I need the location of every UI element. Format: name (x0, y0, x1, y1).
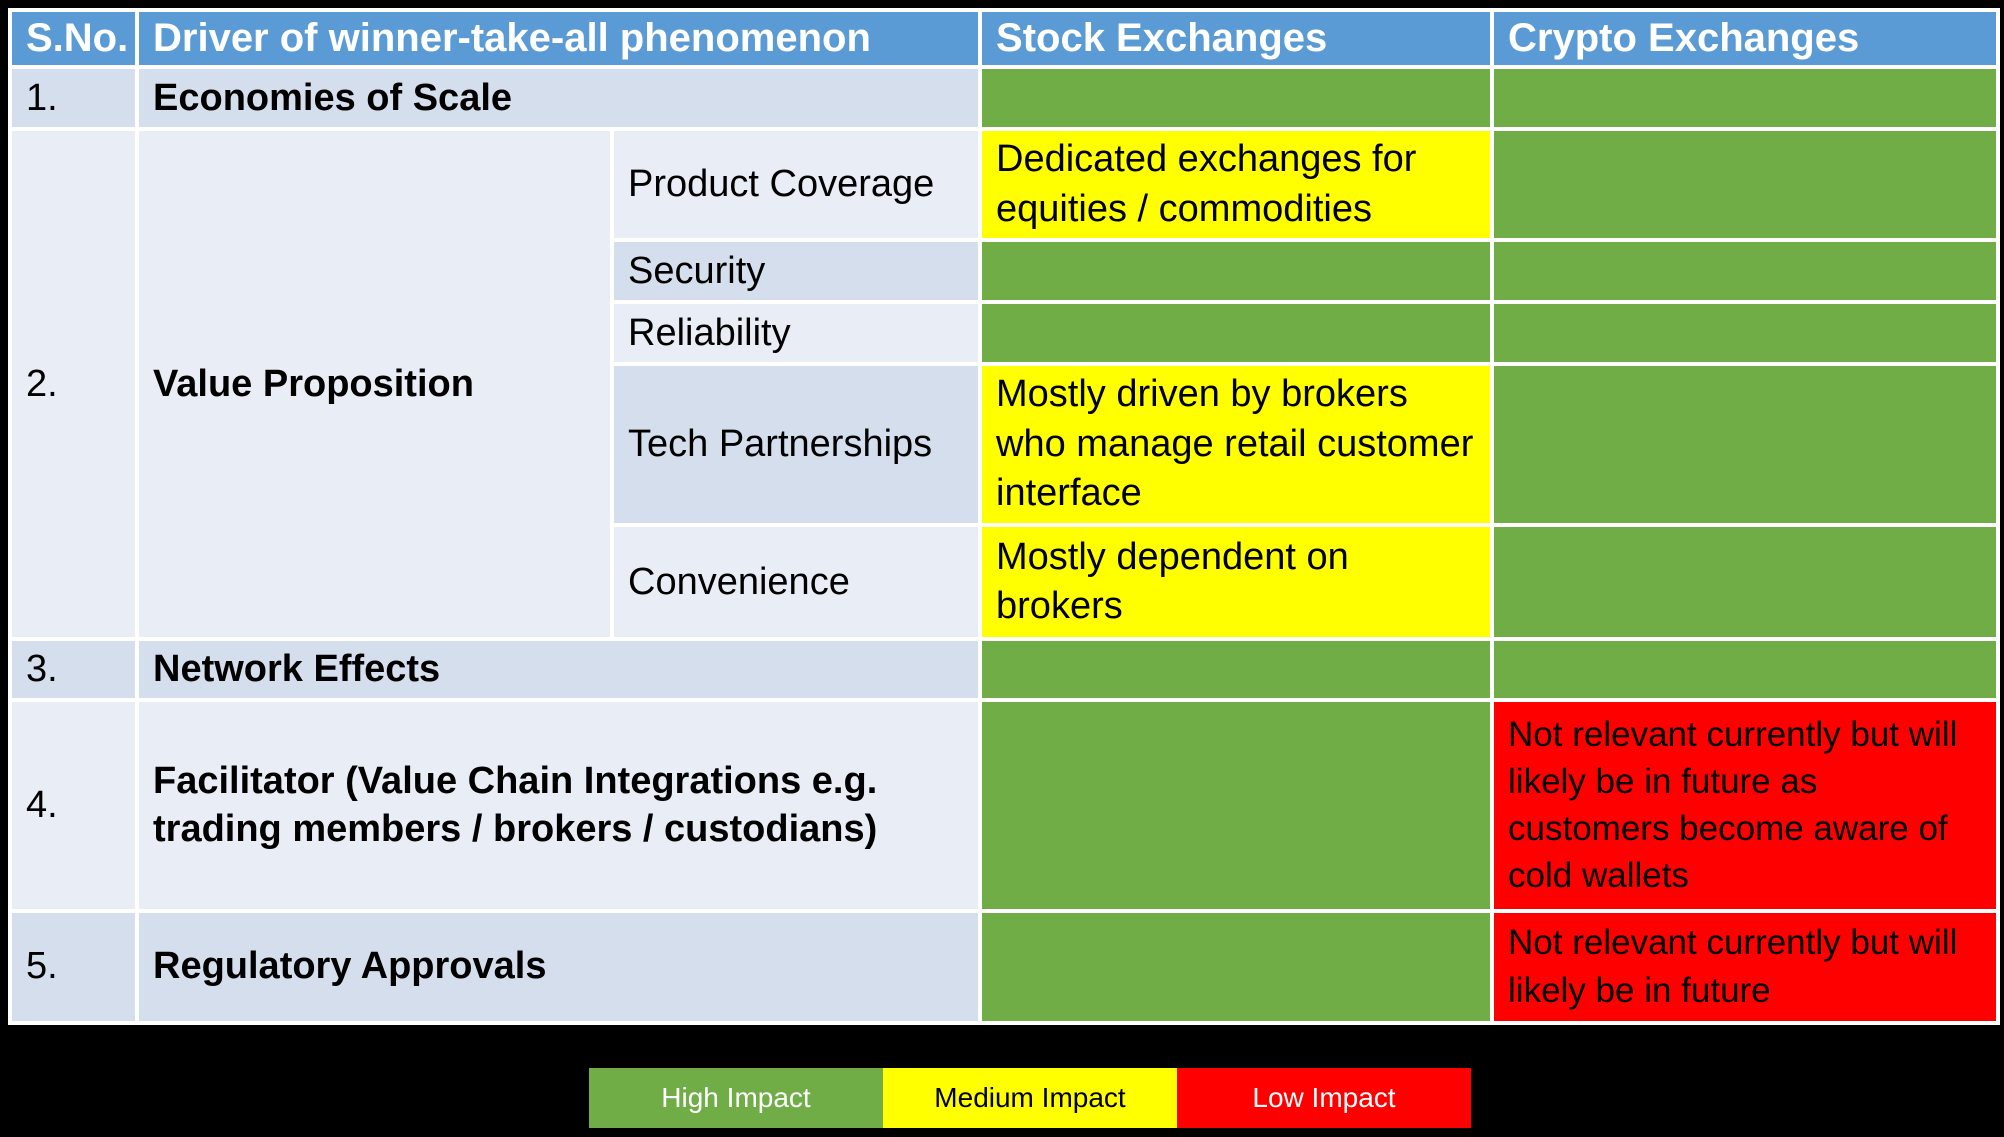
row-facilitator: 4. Facilitator (Value Chain Integrations… (8, 697, 2001, 913)
row-product-coverage: 2. Value Proposition Product Coverage De… (8, 127, 2001, 641)
cell-facilitator-crypto-note: Not relevant currently but will likely b… (1490, 697, 2001, 913)
sno-3: 3. (8, 637, 139, 702)
subdriver-reliability: Reliability (609, 300, 983, 366)
row-tech-partnerships: Tech Partnerships Mostly driven by broke… (10, 362, 2001, 527)
row-network-effects: 3. Network Effects (8, 637, 2001, 702)
row-security: Security (10, 238, 2001, 304)
sno-4: 4. (8, 697, 139, 913)
cell-economies-crypto-impact (1490, 65, 2001, 131)
cell-reliability-stock-impact (978, 300, 1495, 366)
header-sno: S.No. (8, 8, 139, 69)
row-regulatory-approvals: 5. Regulatory Approvals Not relevant cur… (8, 908, 2001, 1025)
header-driver: Driver of winner-take-all phenomenon (134, 8, 983, 69)
cell-facilitator-stock-impact (978, 697, 1495, 913)
legend-high-impact: High Impact (589, 1068, 883, 1128)
row-reliability: Reliability (10, 300, 2001, 366)
row-economies-of-scale: 1. Economies of Scale (8, 65, 2001, 131)
cell-convenience-stock-note: Mostly dependent on brokers (978, 523, 1495, 641)
driver-network-effects: Network Effects (134, 637, 983, 702)
cell-reliability-crypto-impact (1490, 300, 2001, 366)
driver-regulatory-approvals: Regulatory Approvals (134, 908, 983, 1025)
header-crypto-exchanges: Crypto Exchanges (1490, 8, 2001, 69)
legend-medium-impact: Medium Impact (883, 1068, 1177, 1128)
subdriver-tech-partnerships: Tech Partnerships (609, 362, 983, 527)
driver-value-proposition: Value Proposition (135, 127, 614, 641)
subdriver-product-coverage: Product Coverage (609, 127, 983, 242)
impact-comparison-table: S.No. Driver of winner-take-all phenomen… (8, 8, 2001, 1025)
header-stock-exchanges: Stock Exchanges (978, 8, 1495, 69)
driver-economies-of-scale: Economies of Scale (134, 65, 983, 131)
cell-security-stock-impact (978, 238, 1495, 304)
subdriver-convenience: Convenience (609, 523, 983, 641)
cell-tech-partnerships-crypto-impact (1490, 362, 2001, 527)
cell-product-coverage-stock-note: Dedicated exchanges for equities / commo… (978, 127, 1495, 242)
subdriver-security: Security (609, 238, 983, 304)
cell-regulatory-stock-impact (978, 908, 1495, 1025)
sno-5: 5. (8, 908, 139, 1025)
cell-network-effects-crypto-impact (1490, 637, 2001, 702)
cell-product-coverage-crypto-impact (1490, 127, 2001, 242)
table-header-row: S.No. Driver of winner-take-all phenomen… (8, 8, 2001, 69)
cell-economies-stock-impact (978, 65, 1495, 131)
sno-1: 1. (8, 65, 139, 131)
driver-facilitator: Facilitator (Value Chain Integrations e.… (134, 697, 983, 913)
cell-network-effects-stock-impact (978, 637, 1495, 702)
cell-regulatory-crypto-note: Not relevant currently but will likely b… (1490, 908, 2001, 1025)
impact-legend: High Impact Medium Impact Low Impact (589, 1068, 1471, 1128)
cell-tech-partnerships-stock-note: Mostly driven by brokers who manage reta… (978, 362, 1495, 527)
cell-security-crypto-impact (1490, 238, 2001, 304)
row-convenience: Convenience Mostly dependent on brokers (10, 523, 2001, 641)
legend-low-impact: Low Impact (1177, 1068, 1471, 1128)
cell-convenience-crypto-impact (1490, 523, 2001, 641)
sno-2: 2. (8, 127, 139, 641)
